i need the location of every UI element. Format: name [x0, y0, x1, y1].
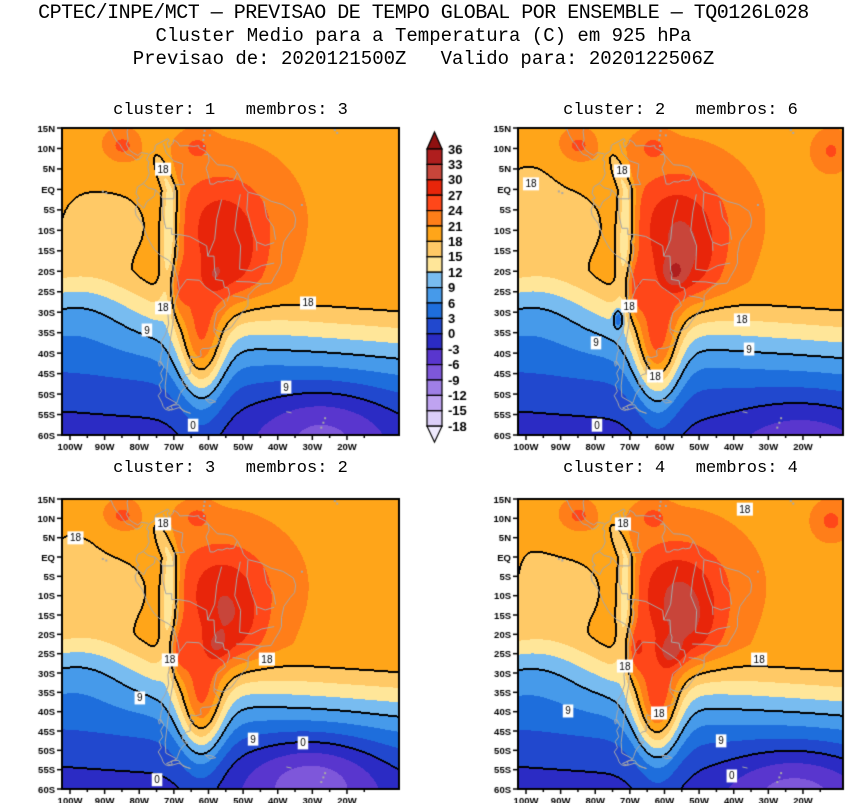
panel-title-cluster-4: cluster: 4 membros: 4	[563, 459, 798, 478]
colorbar-canvas	[415, 128, 487, 450]
map-canvas-4	[490, 491, 847, 803]
map-canvas-1	[34, 120, 407, 453]
panel-title-cluster-2: cluster: 2 membros: 6	[563, 101, 798, 120]
figure-title-line-2: Cluster Medio para a Temperatura (C) em …	[155, 25, 692, 47]
panel-title-cluster-3: cluster: 3 membros: 2	[113, 459, 348, 478]
map-canvas-3	[34, 491, 407, 803]
figure-title-line-3: Previsao de: 2020121500Z Valido para: 20…	[132, 48, 715, 70]
panel-title-cluster-1: cluster: 1 membros: 3	[113, 101, 348, 120]
figure-title-line-1: CPTEC/INPE/MCT — PREVISAO DE TEMPO GLOBA…	[38, 2, 809, 25]
map-canvas-2	[490, 120, 847, 453]
